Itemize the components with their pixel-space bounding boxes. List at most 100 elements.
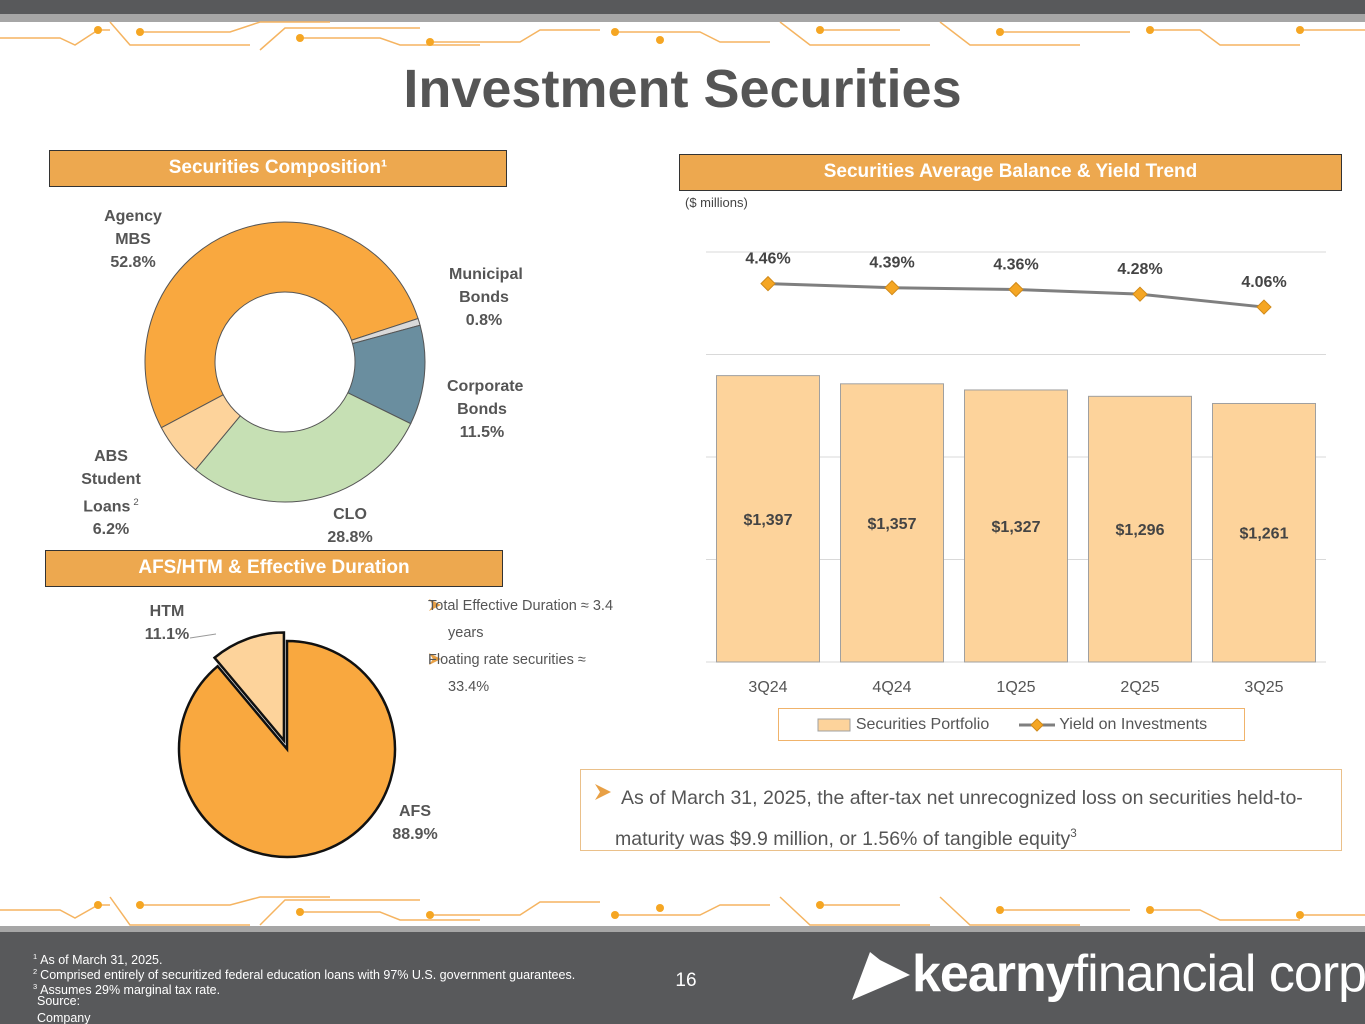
footnote: 1 As of March 31, 2025.	[33, 948, 162, 969]
bar	[1212, 402, 1316, 663]
marker	[760, 275, 776, 292]
footnote-mark: 1	[33, 952, 38, 961]
top-bar	[0, 0, 1365, 14]
line-value-label: 4.39%	[869, 255, 914, 272]
bullet: Floating rate securities ≈ 33.4%	[428, 652, 586, 695]
bar-value-label: $1,296	[1116, 522, 1165, 539]
footnote-mark: 2	[33, 967, 38, 976]
x-tick-label: 1Q25	[996, 679, 1035, 696]
callout: As of March 31, 2025, the after-tax net …	[615, 780, 1335, 857]
legend-swatch	[817, 718, 851, 731]
bullet: Total Effective Duration ≈ 3.4 years	[428, 598, 614, 641]
value-label: 11.5%	[459, 424, 505, 441]
footnote-text: Assumes 29% marginal tax rate.	[40, 983, 221, 998]
slice-label: Municipal Bonds 0.8%	[439, 263, 529, 332]
callout-icon	[595, 784, 611, 800]
donut-slice	[144, 221, 419, 429]
category-label: Corporate Bonds	[447, 378, 524, 418]
x-tick-label: 2Q25	[1120, 679, 1159, 696]
bar-value-label: $1,357	[868, 516, 917, 533]
bar-value-label: $1,327	[992, 519, 1041, 536]
slice-label: Agency MBS 52.8%	[88, 205, 178, 274]
value-label: 6.2%	[92, 521, 130, 539]
marker	[1132, 286, 1148, 302]
line-value-label: 4.46%	[745, 251, 790, 268]
line-value-label: 4.06%	[1241, 274, 1286, 291]
value-label: 0.8%	[465, 312, 503, 329]
panel-header: Securities Average Balance & Yield Trend	[679, 154, 1342, 191]
footnote: 3 Assumes 29% marginal tax rate.	[33, 978, 220, 999]
legend-item: Yield on Investments	[1019, 716, 1207, 734]
x-tick-label: 3Q24	[748, 679, 787, 696]
category-label: Agency MBS	[104, 208, 162, 248]
bullet-icon	[429, 599, 441, 611]
marker	[1008, 281, 1024, 298]
logo-light: financial corp.	[1073, 945, 1365, 1003]
legend-label: Yield on Investments	[1059, 715, 1208, 733]
footnote-mark: 3	[33, 982, 38, 991]
bar	[716, 375, 820, 663]
donut-slice	[160, 394, 241, 471]
bar	[840, 383, 944, 663]
circuit-top	[0, 21, 1365, 51]
callout-box	[580, 769, 1342, 851]
value-label: 88.9%	[392, 826, 438, 843]
marker	[884, 280, 900, 296]
source: Source: Company Filings.	[37, 994, 91, 1024]
value-label: 52.8%	[110, 254, 156, 271]
marker	[1256, 299, 1272, 315]
logo: kearnyfinancial corp.	[912, 944, 1365, 1004]
footer-stripe	[0, 926, 1365, 932]
logo-icon	[852, 952, 910, 1000]
chart-subtitle: ($ millions)	[685, 195, 748, 210]
footnote: 2 Comprised entirely of securitized feder…	[33, 963, 575, 984]
circuit-nodes-top	[94, 26, 1304, 46]
bullet-icon	[429, 653, 441, 665]
category-label: Municipal Bonds	[449, 266, 523, 306]
slice-label: Corporate Bonds 11.5%	[437, 375, 527, 444]
footer-bar	[0, 932, 1365, 1024]
circuit-bottom	[0, 896, 1365, 926]
logo-bold: kearny	[912, 945, 1075, 1003]
legend: Securities Portfolio Yield on Investments	[778, 708, 1245, 741]
page-number: 16	[675, 970, 697, 991]
bar-value-label: $1,261	[1240, 526, 1289, 543]
legend-swatch	[1019, 717, 1056, 732]
slice-label: AFS 88.9%	[370, 800, 460, 846]
category-label: AFS	[399, 803, 431, 820]
pie-slice	[212, 631, 286, 744]
slide-title: Investment Securities	[403, 59, 962, 119]
donut-slice	[194, 392, 412, 503]
x-tick-label: 4Q24	[872, 679, 911, 696]
legend-swatch-bar	[817, 718, 851, 731]
panel-header: Securities Composition¹	[49, 150, 507, 187]
slice-label: ABS Student Loans 2 6.2%	[66, 445, 156, 541]
footnote-text: Comprised entirely of securitized federa…	[40, 968, 576, 983]
x-tick-label: 3Q25	[1244, 679, 1283, 696]
legend-swatch-marker	[1030, 717, 1044, 732]
legend-item: Securities Portfolio	[816, 716, 989, 734]
legend-label: Securities Portfolio	[855, 715, 990, 733]
line-value-label: 4.28%	[1117, 261, 1162, 278]
footnote-text: As of March 31, 2025.	[40, 953, 163, 968]
pie-slice	[177, 639, 397, 859]
footnote-mark: 2	[133, 497, 139, 508]
bar-value-label: $1,397	[744, 512, 793, 529]
value-label: 11.1%	[144, 626, 190, 643]
bar	[964, 389, 1068, 663]
category-label: ABS Student Loans 2	[81, 448, 141, 516]
leader-line	[189, 633, 217, 639]
panel-header: AFS/HTM & Effective Duration	[45, 550, 503, 587]
top-stripe	[0, 14, 1365, 22]
category-label: HTM	[149, 603, 185, 620]
bar	[1088, 395, 1192, 663]
slice-label: HTM 11.1%	[122, 600, 212, 646]
callout-text: As of March 31, 2025, the after-tax net …	[615, 787, 1303, 850]
circuit-nodes-bottom	[94, 901, 1304, 919]
line-value-label: 4.36%	[993, 256, 1038, 273]
slice-label: CLO 28.8%	[305, 503, 395, 549]
footnote-mark: 3	[1070, 827, 1077, 840]
category-label: CLO	[333, 506, 367, 523]
